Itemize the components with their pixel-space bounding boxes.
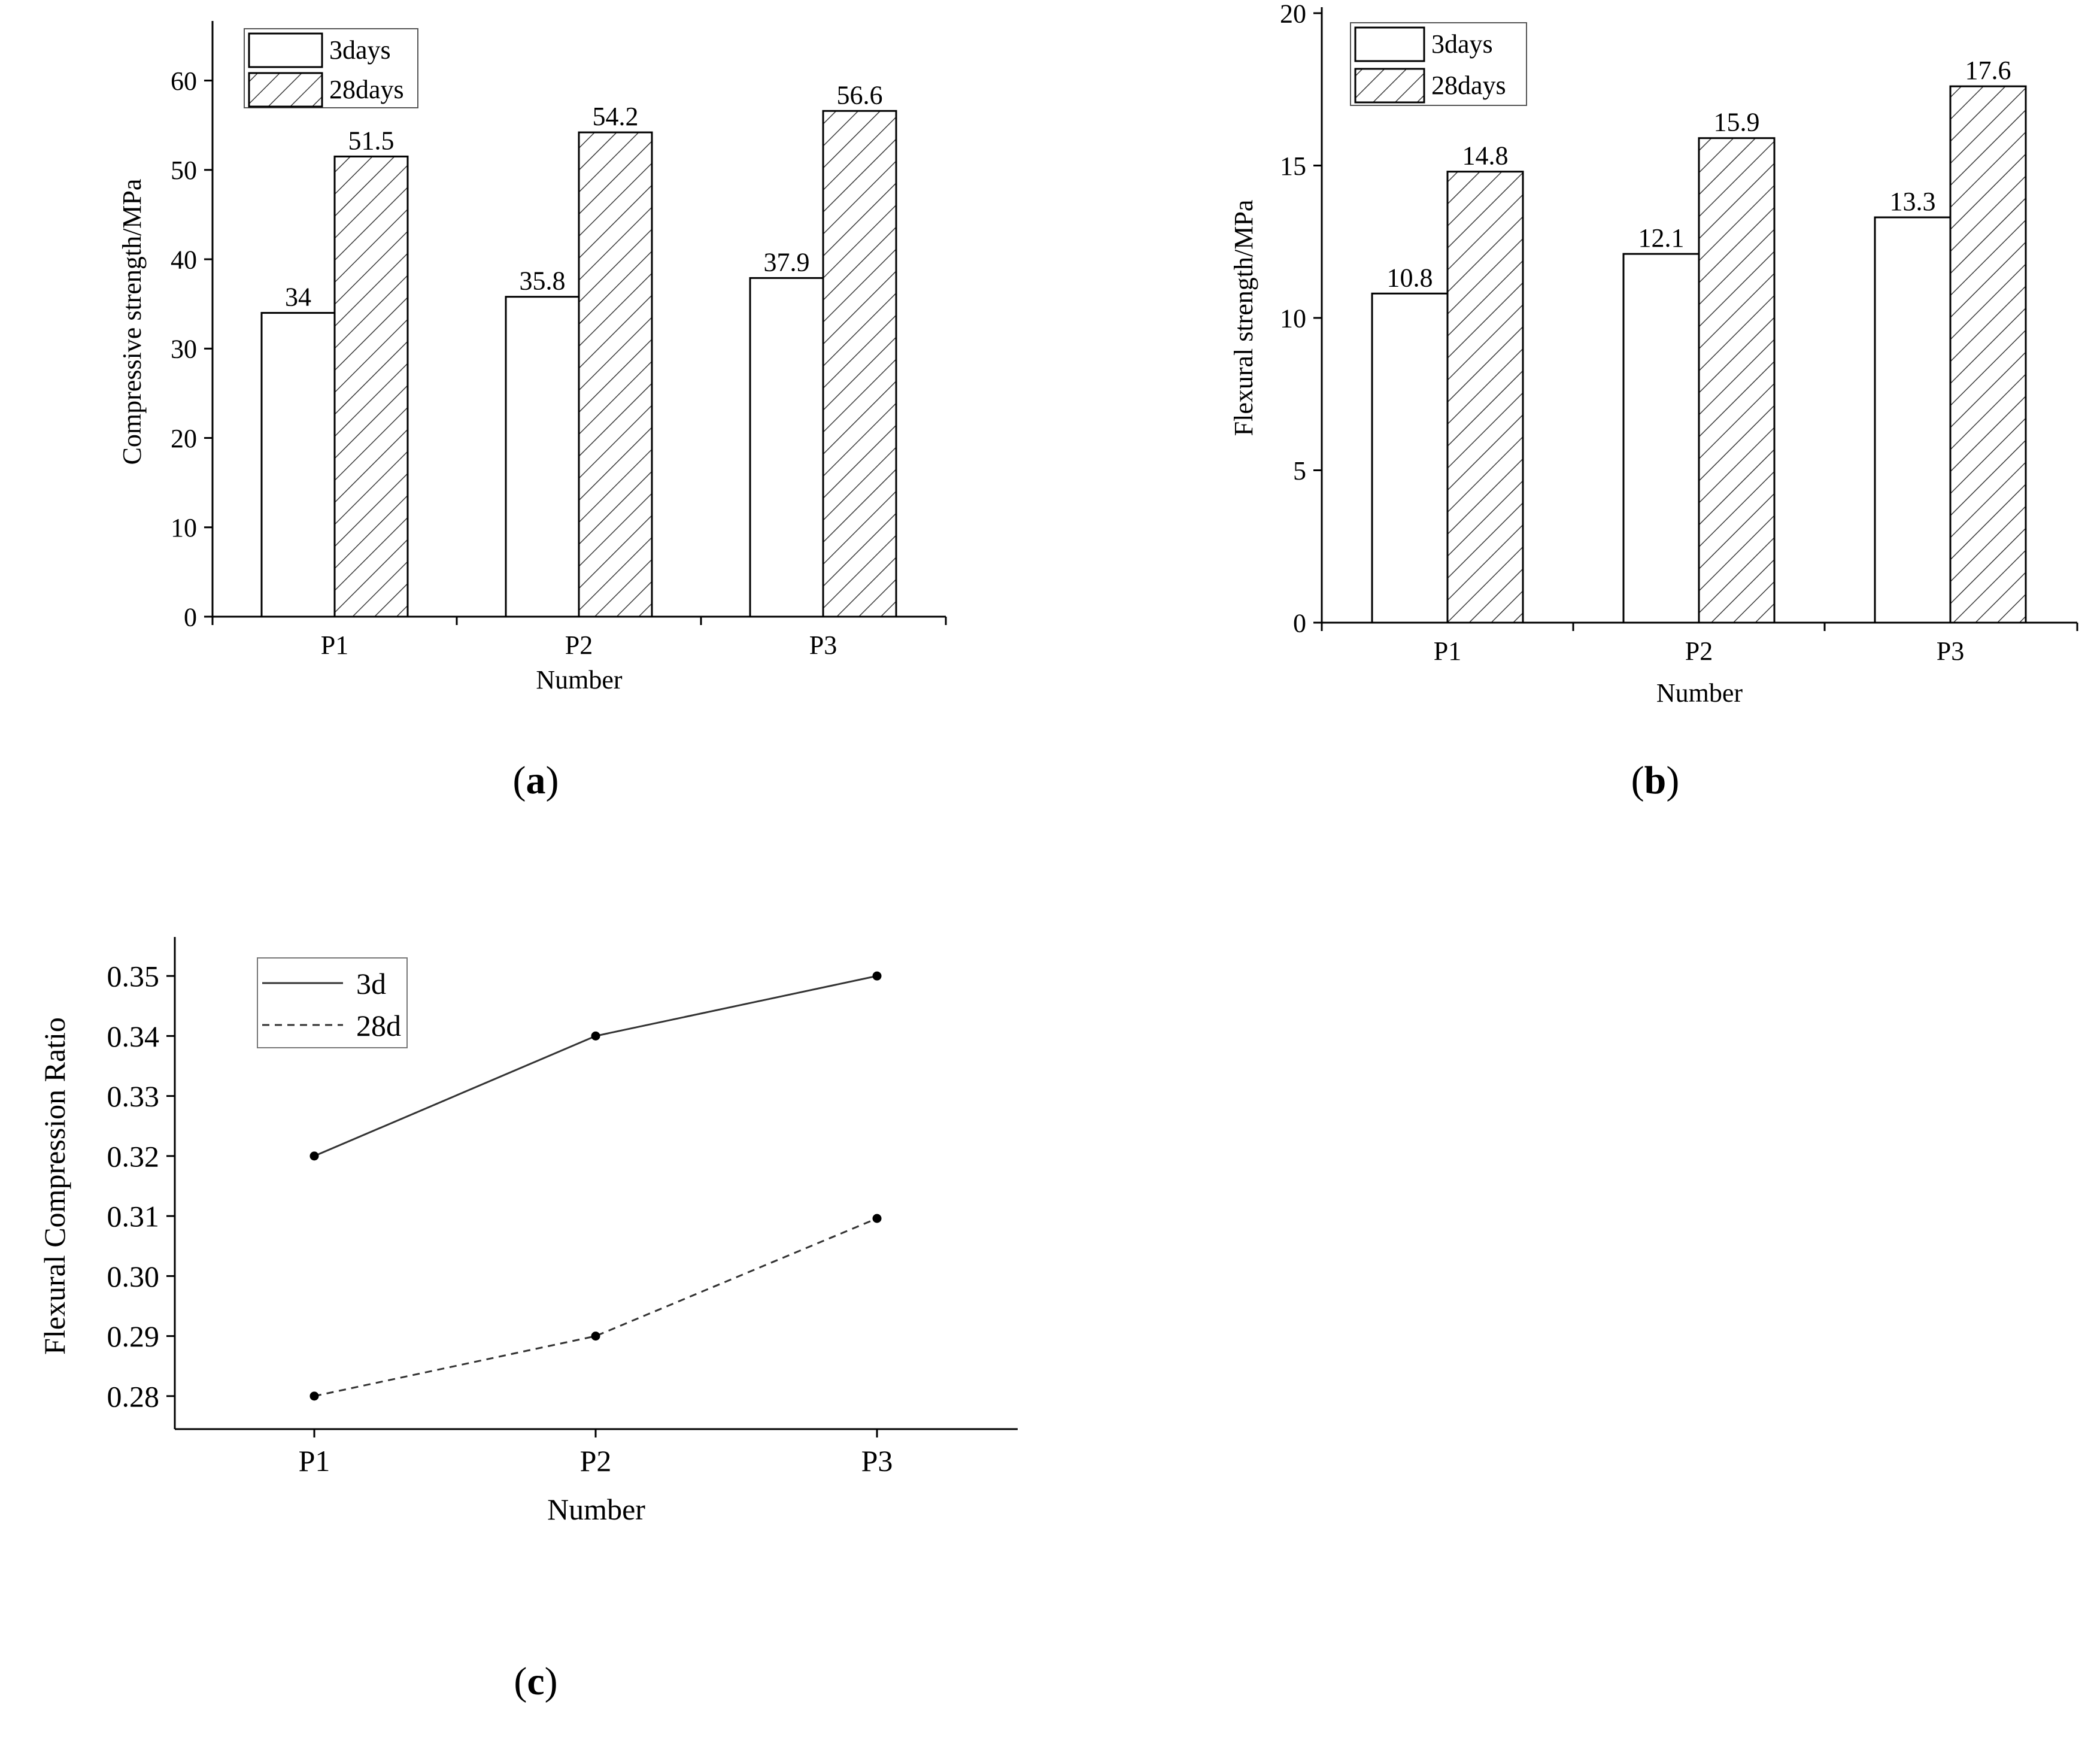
- y-tick-label: 5: [1293, 456, 1306, 486]
- series-line-28d: [314, 1217, 878, 1397]
- legend-label-28d: 28d: [356, 1009, 401, 1042]
- bar-value-label: 37.9: [764, 247, 810, 277]
- bar-value-label: 10.8: [1387, 263, 1433, 292]
- bar-value-label: 13.3: [1890, 187, 1936, 216]
- x-tick-label: P1: [299, 1444, 330, 1478]
- y-tick-label: 20: [1280, 0, 1306, 28]
- y-tick-label: 40: [171, 245, 197, 274]
- x-tick-label: P1: [1434, 636, 1461, 666]
- bar-3days-P1: [260, 312, 336, 618]
- x-tick-label: P2: [580, 1444, 612, 1478]
- x-tick-label: P1: [321, 630, 348, 660]
- legend-swatch-28days: [1354, 68, 1425, 104]
- y-tick-label: 20: [171, 424, 197, 453]
- y-tick-label: 0.29: [107, 1320, 160, 1353]
- bar-28days-P1: [1446, 171, 1524, 624]
- y-tick-label: 0.34: [107, 1020, 160, 1053]
- y-tick-label: 0.30: [107, 1260, 160, 1293]
- y-axis-title: Flexural strength/MPa: [1229, 200, 1258, 436]
- point-28d-P3: [872, 1214, 882, 1223]
- bar-value-label: 51.5: [348, 126, 394, 155]
- x-axis-title: Number: [547, 1493, 645, 1526]
- bar-value-label: 56.6: [837, 80, 883, 110]
- bar-28days-P3: [1949, 85, 2027, 624]
- x-tick-label: P2: [1685, 636, 1713, 666]
- y-tick-label: 0.28: [107, 1379, 160, 1413]
- legend-label-3days: 3days: [329, 35, 391, 65]
- y-tick-label: 15: [1280, 151, 1306, 181]
- legend-box: [257, 957, 408, 1048]
- y-tick-label: 10: [1280, 304, 1306, 333]
- x-tick-label: P3: [861, 1444, 893, 1478]
- bar-value-label: 15.9: [1714, 108, 1760, 137]
- y-tick-label: 0.31: [107, 1200, 160, 1233]
- y-axis-title: Flexural Compression Ratio: [38, 1017, 71, 1355]
- panel-caption-b: (b): [1631, 759, 1680, 802]
- bar-3days-P2: [505, 296, 580, 618]
- point-3d-P3: [872, 971, 882, 981]
- bar-value-label: 34: [285, 283, 311, 312]
- legend-swatch-3days: [1354, 26, 1425, 62]
- bar-28days-P1: [333, 155, 409, 618]
- bar-value-label: 14.8: [1462, 141, 1509, 171]
- y-tick-label: 0: [184, 602, 197, 632]
- legend-label-28days: 28days: [1431, 71, 1506, 100]
- y-tick-label: 0: [1293, 608, 1306, 638]
- y-tick-label: 10: [171, 513, 197, 542]
- x-tick-label: P3: [809, 630, 837, 660]
- bar-value-label: 54.2: [593, 102, 639, 131]
- y-tick-label: 0.35: [107, 960, 160, 993]
- legend-label-3days: 3days: [1431, 29, 1493, 59]
- y-tick-label: 60: [171, 66, 197, 96]
- legend-label-28days: 28days: [329, 75, 404, 104]
- point-28d-P1: [309, 1391, 319, 1401]
- y-tick-label: 0.32: [107, 1139, 160, 1173]
- x-axis-title: Number: [536, 665, 623, 694]
- bar-3days-P3: [1874, 216, 1952, 624]
- bar-3days-P1: [1371, 292, 1449, 624]
- y-tick-label: 0.33: [107, 1079, 160, 1113]
- panel-caption-a: (a): [513, 759, 559, 802]
- bar-28days-P3: [822, 110, 897, 618]
- point-28d-P2: [591, 1332, 600, 1341]
- bar-value-label: 35.8: [520, 266, 566, 296]
- y-tick-label: 30: [171, 335, 197, 364]
- x-axis-title: Number: [1656, 678, 1743, 708]
- panel-caption-c: (c): [514, 1660, 557, 1703]
- bar-3days-P3: [749, 277, 824, 618]
- y-tick-label: 50: [171, 156, 197, 185]
- y-axis-title: Compressive strength/MPa: [117, 179, 147, 465]
- bar-28days-P2: [1698, 137, 1776, 624]
- legend-label-3d: 3d: [356, 967, 386, 1000]
- point-3d-P2: [591, 1031, 600, 1041]
- x-tick-label: P3: [1937, 636, 1964, 666]
- legend-swatch-3days: [248, 32, 323, 68]
- bar-3days-P2: [1622, 253, 1700, 624]
- bar-value-label: 12.1: [1638, 223, 1685, 253]
- legend-swatch-28days: [248, 72, 323, 108]
- point-3d-P1: [309, 1151, 319, 1161]
- x-tick-label: P2: [565, 630, 593, 660]
- bar-value-label: 17.6: [1965, 56, 2011, 85]
- bar-28days-P2: [578, 131, 653, 618]
